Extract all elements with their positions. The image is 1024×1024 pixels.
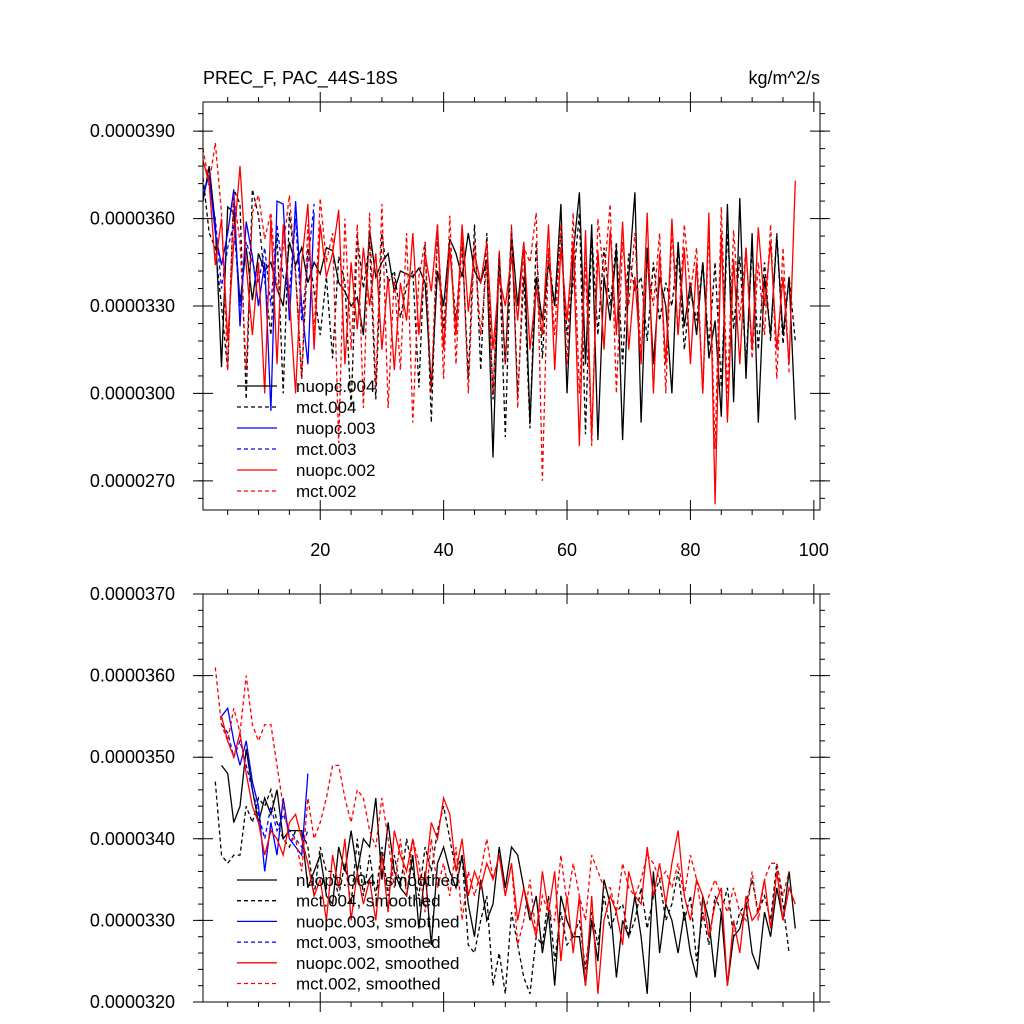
legend-label-1-1: mct.004, smoothed [296, 892, 441, 911]
y-tick-label-0-1: 0.0000300 [90, 383, 175, 403]
y-tick-label-1-5: 0.0000370 [90, 584, 175, 604]
y-tick-label-0-0: 0.0000270 [90, 471, 175, 491]
y-tick-label-0-4: 0.0000390 [90, 121, 175, 141]
x-tick-label-0-0: 20 [310, 540, 330, 560]
series-line-1-5 [214, 667, 790, 946]
top-panel-units: kg/m^2/s [749, 68, 820, 88]
legend-label-1-5: mct.002, smoothed [296, 975, 441, 994]
y-tick-label-1-3: 0.0000350 [90, 747, 175, 767]
top-panel-title: PREC_F, PAC_44S-18S [203, 68, 398, 89]
legend-label-0-2: nuopc.003 [296, 419, 375, 438]
x-tick-label-0-1: 40 [434, 540, 454, 560]
legend-label-1-2: nuopc.003, smoothed [296, 912, 460, 931]
legend-label-0-1: mct.004 [296, 398, 356, 417]
y-tick-label-1-1: 0.0000330 [90, 910, 175, 930]
legend-label-0-4: nuopc.002 [296, 461, 375, 480]
top-panel: PREC_F, PAC_44S-18S kg/m^2/s 20 40 60 80 100… [90, 68, 830, 560]
legend-label-1-3: mct.003, smoothed [296, 933, 441, 952]
top-panel-frame [202, 101, 821, 511]
series-line-0-5 [202, 142, 790, 481]
y-tick-label-1-0: 0.0000320 [90, 992, 175, 1012]
series-line-1-0 [220, 748, 796, 994]
legend-label-1-4: nuopc.002, smoothed [296, 954, 460, 973]
top-panel-ticks: 20 40 60 80 100 0.0000270 0.0000300 0.0000330 0.… [90, 92, 830, 560]
legend-label-1-0: nuopc.004, smoothed [296, 871, 460, 890]
top-panel-series [202, 142, 796, 505]
y-tick-label-1-4: 0.0000360 [90, 666, 175, 686]
series-line-0-4 [202, 160, 796, 505]
bottom-panel-frame [202, 593, 821, 1003]
series-line-0-3 [202, 182, 315, 321]
series-line-1-2 [220, 706, 309, 872]
series-line-0-1 [202, 177, 796, 438]
x-tick-label-0-4: 100 [799, 540, 829, 560]
y-tick-label-1-2: 0.0000340 [90, 829, 175, 849]
legend-label-0-0: nuopc.004 [296, 377, 375, 396]
bottom-panel: 0.0000320 0.0000330 0.0000340 0.0000350 0.00… [90, 584, 830, 1012]
bottom-panel-series [214, 667, 796, 995]
legend-label-0-5: mct.002 [296, 482, 356, 501]
y-tick-label-0-3: 0.0000360 [90, 209, 175, 229]
legend-label-0-3: mct.003 [296, 440, 356, 459]
series-line-1-4 [220, 716, 796, 994]
series-line-0-2 [202, 174, 315, 411]
x-tick-label-0-2: 60 [557, 540, 577, 560]
y-tick-label-0-2: 0.0000330 [90, 296, 175, 316]
x-tick-label-0-3: 80 [680, 540, 700, 560]
series-line-1-3 [220, 724, 309, 849]
top-panel-legend: nuopc.004 mct.004 nuopc.003 mct.003 nuopc.00… [237, 377, 375, 501]
bottom-panel-ticks: 0.0000320 0.0000330 0.0000340 0.0000350 0.00… [90, 584, 830, 1012]
series-line-1-1 [214, 781, 790, 995]
